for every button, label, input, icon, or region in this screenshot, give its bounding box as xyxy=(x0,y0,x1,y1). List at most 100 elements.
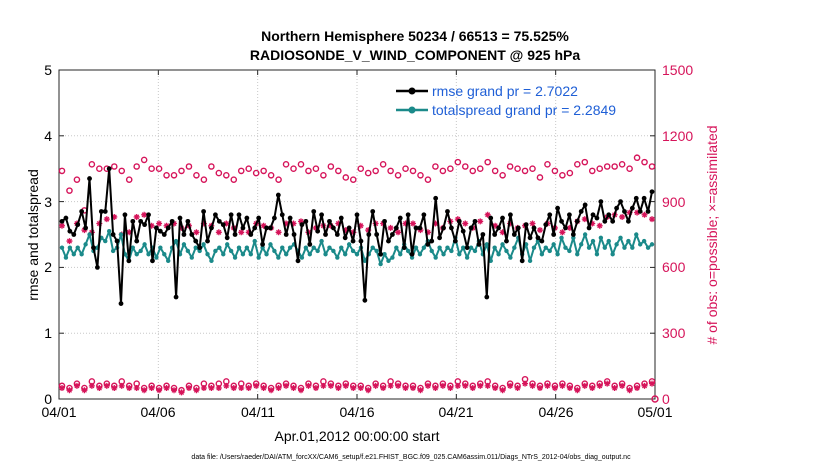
possible-point xyxy=(551,167,559,175)
totalspread-point xyxy=(315,248,320,254)
possible-point xyxy=(335,167,342,175)
rmse-point xyxy=(161,232,167,237)
rmse-point xyxy=(248,232,254,237)
rmse-point xyxy=(71,232,77,237)
rmse-point xyxy=(134,238,140,244)
assimilated-point xyxy=(365,227,372,234)
assimilated-point xyxy=(148,222,155,229)
rmse-point xyxy=(547,212,553,218)
legend-spread-marker xyxy=(408,106,416,114)
assimilated-point xyxy=(619,213,626,220)
assimilated_low-point xyxy=(619,382,626,389)
rmse-point xyxy=(492,232,498,237)
legend-spread-label: totalspread grand pr = 2.2849 xyxy=(432,102,616,118)
rmse-point xyxy=(169,218,175,224)
rmse-point xyxy=(189,232,195,237)
rmse-point xyxy=(106,166,112,172)
possible-point xyxy=(282,161,290,168)
rmse-point xyxy=(472,218,478,224)
assimilated_low-point xyxy=(424,382,431,389)
rmse-point xyxy=(232,232,238,237)
data-file-footer: data file: /Users/raeder/DAI/ATM_forcXX/… xyxy=(191,454,631,461)
totalspread-point xyxy=(173,238,179,244)
assimilated-point xyxy=(454,216,461,223)
rmse-point xyxy=(425,241,431,247)
assimilated-point xyxy=(66,238,73,245)
assimilated_low-point xyxy=(596,382,603,389)
assimilated_low-point xyxy=(611,385,618,392)
assimilated-point xyxy=(410,220,417,227)
rmse-point xyxy=(122,212,128,218)
totalspread-point xyxy=(343,252,348,257)
rmse-point xyxy=(374,232,380,237)
totalspread-point xyxy=(496,252,501,257)
totalspread-point xyxy=(405,248,411,254)
assimilated-point xyxy=(596,222,603,229)
assimilated_low-point xyxy=(200,385,207,392)
assimilated-point xyxy=(342,227,349,234)
y-right-tick-label: 600 xyxy=(662,259,686,275)
assimilated-point xyxy=(559,229,566,236)
rmse-point xyxy=(338,215,344,221)
rmse-point xyxy=(468,225,474,231)
assimilated-point xyxy=(529,220,536,227)
rmse-point xyxy=(157,228,163,234)
assimilated-point xyxy=(81,227,88,234)
assimilated_low-point xyxy=(103,382,110,389)
rmse-point xyxy=(496,225,501,231)
totalspread-point xyxy=(586,245,592,250)
x-tick-label: 05/01 xyxy=(637,404,672,420)
totalspread-point xyxy=(378,261,383,267)
totalspread-point xyxy=(645,245,651,250)
possible-point xyxy=(170,171,178,179)
possible-point xyxy=(626,165,633,172)
assimilated_low-point xyxy=(118,382,125,389)
assimilated-point xyxy=(312,224,319,231)
assimilated_low-point xyxy=(499,387,506,394)
assimilated_low-point xyxy=(626,387,633,394)
possible-point xyxy=(305,167,312,175)
chart-title: Northern Hemisphere 50234 / 66513 = 75.5… xyxy=(261,28,569,44)
assimilated-point xyxy=(581,216,588,223)
rmse-point xyxy=(570,232,576,237)
totalspread-point xyxy=(240,252,246,257)
assimilated_low-point xyxy=(469,385,476,392)
possible-point xyxy=(88,161,96,168)
rmse-point xyxy=(567,212,572,218)
totalspread-point xyxy=(571,235,576,240)
assimilated-point xyxy=(424,229,431,236)
totalspread-point xyxy=(350,248,356,254)
totalspread-point xyxy=(272,248,277,254)
totalspread-point xyxy=(626,238,631,244)
possible-point xyxy=(252,169,260,177)
rmse-point xyxy=(228,212,234,218)
rmse-point xyxy=(260,241,265,247)
assimilated-point xyxy=(327,222,334,229)
totalspread-point xyxy=(641,238,647,244)
totalspread-point xyxy=(472,248,478,254)
totalspread-point xyxy=(543,245,548,250)
assimilated_low-point xyxy=(178,389,185,396)
possible-point xyxy=(603,163,611,170)
x-tick-label: 04/21 xyxy=(438,404,473,420)
rmse-point xyxy=(563,225,568,231)
totalspread-point xyxy=(575,252,580,257)
end-obs-point xyxy=(651,395,659,403)
rmse-point xyxy=(165,225,171,231)
gridlines xyxy=(58,69,656,400)
totalspread-point xyxy=(398,252,403,257)
assimilated_low-point xyxy=(574,387,581,394)
assimilated-point xyxy=(536,227,543,234)
totalspread-point xyxy=(610,252,615,257)
assimilated_low-point xyxy=(641,382,648,389)
possible-point xyxy=(223,171,230,179)
totalspread-point xyxy=(464,255,470,260)
assimilated-point xyxy=(297,218,304,225)
totalspread-point xyxy=(162,252,167,257)
assimilated-point xyxy=(492,222,499,229)
possible-point xyxy=(447,165,454,172)
assimilated-point xyxy=(141,211,148,218)
possible-point xyxy=(491,167,499,175)
assimilated-point xyxy=(103,216,110,223)
